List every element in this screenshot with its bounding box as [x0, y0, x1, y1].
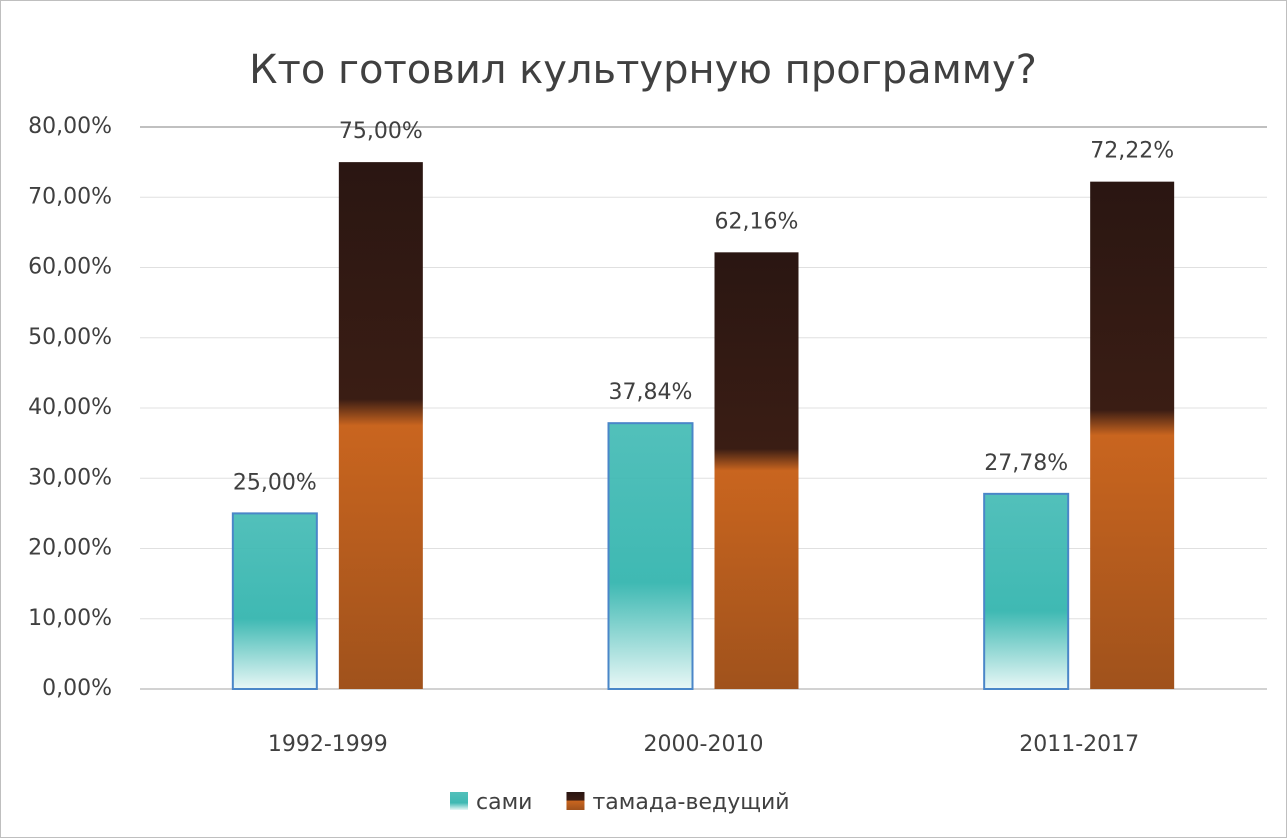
y-tick-label: 30,00%: [28, 465, 112, 490]
legend-swatch: [450, 792, 468, 810]
bar: [983, 492, 1070, 690]
y-tick-label: 70,00%: [28, 184, 112, 209]
value-label: 25,00%: [233, 470, 317, 495]
y-tick-label: 60,00%: [28, 255, 112, 280]
bar: [607, 422, 694, 690]
y-tick-label: 0,00%: [42, 676, 112, 701]
legend-swatch: [566, 792, 585, 810]
legend-label: тамада-ведущий: [592, 790, 789, 815]
legend: сами тамада-ведущий: [450, 790, 790, 815]
y-tick-label: 10,00%: [28, 606, 112, 631]
bar: [714, 252, 799, 690]
bar: [231, 512, 318, 690]
x-tick-label: 2000-2010: [644, 732, 764, 757]
y-tick-label: 20,00%: [28, 536, 112, 561]
bar: [1090, 181, 1175, 690]
value-label: 37,84%: [609, 380, 693, 405]
legend-label: сами: [476, 790, 532, 815]
value-label: 27,78%: [984, 451, 1068, 476]
y-tick-label: 50,00%: [28, 325, 112, 350]
value-label: 62,16%: [715, 209, 799, 234]
x-tick-label: 2011-2017: [1019, 732, 1139, 757]
x-tick-label: 1992-1999: [268, 732, 388, 757]
chart-title: Кто готовил культурную программу?: [249, 47, 1037, 93]
y-tick-label: 80,00%: [28, 114, 112, 139]
y-tick-label: 40,00%: [28, 395, 112, 420]
value-label: 72,22%: [1090, 139, 1174, 164]
value-label: 75,00%: [339, 119, 423, 144]
bar: [338, 162, 423, 689]
